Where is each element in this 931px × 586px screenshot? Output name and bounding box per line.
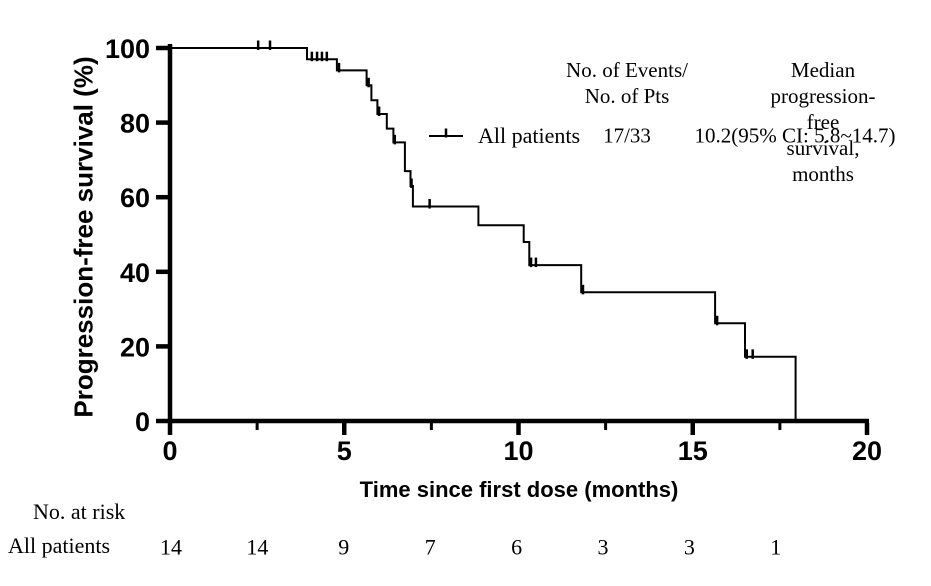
at-risk-row-label: All patients bbox=[8, 533, 111, 558]
x-tick-label: 15 bbox=[678, 436, 708, 466]
x-tick-label: 10 bbox=[503, 436, 533, 466]
x-axis-title: Time since first dose (months) bbox=[359, 477, 679, 502]
at-risk-count: 14 bbox=[160, 535, 182, 560]
x-tick-label: 20 bbox=[852, 436, 882, 466]
events-column-header: No. of Events/ No. of Pts bbox=[566, 58, 688, 108]
at-risk-count: 3 bbox=[598, 535, 609, 560]
y-tick-label: 40 bbox=[120, 258, 150, 288]
y-axis-title: Progression-free survival (%) bbox=[68, 56, 99, 418]
survival-curve bbox=[170, 47, 797, 421]
y-tick-label: 20 bbox=[120, 332, 150, 362]
events-value: 17/33 bbox=[603, 123, 651, 148]
at-risk-count: 7 bbox=[425, 535, 436, 560]
y-tick-label: 0 bbox=[135, 407, 150, 437]
at-risk-count: 6 bbox=[511, 535, 522, 560]
y-tick-label: 100 bbox=[105, 34, 150, 64]
y-tick-label: 60 bbox=[120, 183, 150, 213]
legend-series-label: All patients bbox=[478, 123, 581, 148]
at-risk-count: 9 bbox=[338, 535, 349, 560]
axes-spine bbox=[167, 44, 869, 424]
median-column-header: Median progression-free survival, months bbox=[770, 58, 876, 186]
at-risk-count: 1 bbox=[770, 535, 781, 560]
at-risk-count: 14 bbox=[246, 535, 268, 560]
y-tick-label: 80 bbox=[120, 109, 150, 139]
x-tick-label: 5 bbox=[337, 436, 352, 466]
median-value: 10.2(95% CI: 5.8~14.7) bbox=[694, 123, 896, 148]
x-tick-label: 0 bbox=[162, 436, 177, 466]
at-risk-count: 3 bbox=[684, 535, 695, 560]
at-risk-title: No. at risk bbox=[33, 499, 126, 524]
